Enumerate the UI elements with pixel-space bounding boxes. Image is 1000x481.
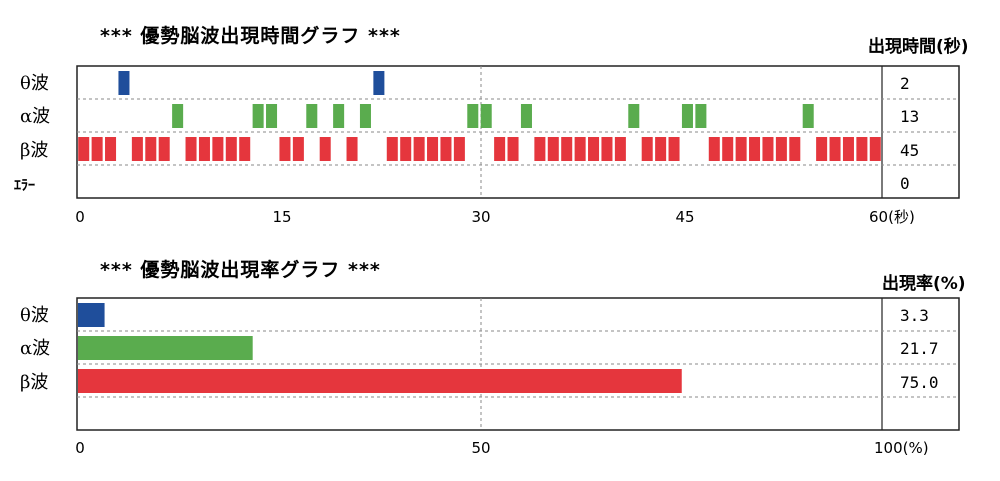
rate-chart-title: *** 優勢脳波出現率グラフ *** — [100, 258, 381, 281]
time-tick: 60(秒) — [869, 208, 915, 226]
time-bar-beta — [427, 137, 439, 161]
time-bar-alpha — [252, 104, 264, 128]
time-bar-beta — [319, 137, 331, 161]
rate-row-label-beta: β波 — [20, 372, 48, 393]
rate-bar-alpha — [78, 336, 253, 360]
time-bar-alpha — [628, 104, 640, 128]
time-row-label-alpha: α波 — [20, 106, 50, 127]
time-bar-beta — [386, 137, 398, 161]
rate-value-alpha: 21.7 — [900, 339, 939, 358]
time-bar-beta — [440, 137, 452, 161]
time-bar-beta — [453, 137, 465, 161]
time-bar-beta — [749, 137, 761, 161]
time-bar-beta — [105, 137, 117, 161]
time-bar-beta — [158, 137, 170, 161]
time-bar-beta — [829, 137, 841, 161]
rate-bar-theta — [78, 303, 105, 327]
time-bar-alpha — [480, 104, 492, 128]
time-bar-beta — [534, 137, 546, 161]
time-bar-beta — [346, 137, 358, 161]
rate-bars — [78, 303, 682, 393]
time-bar-beta — [225, 137, 237, 161]
time-chart-title: *** 優勢脳波出現時間グラフ *** — [100, 24, 401, 47]
time-bar-beta — [614, 137, 626, 161]
rate-tick: 0 — [75, 439, 85, 457]
time-bar-beta — [641, 137, 653, 161]
time-bar-beta — [856, 137, 868, 161]
time-bar-beta — [494, 137, 506, 161]
time-bar-beta — [601, 137, 613, 161]
rate-value-theta: 3.3 — [900, 306, 929, 325]
time-row-label-theta: θ波 — [20, 73, 49, 94]
time-chart: *** 優勢脳波出現時間グラフ *** 出現時間(秒) θ波 α波 β波 ｴﾗｰ… — [14, 24, 969, 226]
rate-tick: 50 — [471, 439, 490, 457]
time-bar-alpha — [802, 104, 814, 128]
time-bar-beta — [789, 137, 801, 161]
time-bar-beta — [708, 137, 720, 161]
time-bar-alpha — [266, 104, 278, 128]
time-bar-beta — [239, 137, 251, 161]
time-bar-beta — [588, 137, 600, 161]
rate-chart: *** 優勢脳波出現率グラフ *** 出現率(%) θ波 α波 β波 3.3 2… — [20, 258, 966, 457]
time-tick: 45 — [675, 208, 694, 226]
time-bar-theta — [118, 71, 130, 95]
time-bar-beta — [735, 137, 747, 161]
time-bar-beta — [561, 137, 573, 161]
time-bar-beta — [279, 137, 291, 161]
time-bar-alpha — [695, 104, 707, 128]
time-bar-beta — [292, 137, 304, 161]
time-bar-alpha — [520, 104, 532, 128]
time-row-label-beta: β波 — [20, 140, 48, 161]
time-bar-beta — [655, 137, 667, 161]
time-tick: 0 — [75, 208, 85, 226]
time-bar-alpha — [333, 104, 345, 128]
time-bar-beta — [842, 137, 854, 161]
time-bar-beta — [574, 137, 586, 161]
time-bar-beta — [413, 137, 425, 161]
time-bar-beta — [762, 137, 774, 161]
time-bar-beta — [869, 137, 881, 161]
time-value-header: 出現時間(秒) — [868, 36, 969, 57]
time-bar-alpha — [359, 104, 371, 128]
time-bar-beta — [198, 137, 210, 161]
time-tick: 30 — [471, 208, 490, 226]
rate-tick: 100(%) — [874, 439, 929, 457]
rate-row-label-alpha: α波 — [20, 338, 50, 359]
time-bar-beta — [145, 137, 157, 161]
time-bar-beta — [400, 137, 412, 161]
rate-value-header: 出現率(%) — [882, 273, 966, 294]
time-bar-theta — [373, 71, 385, 95]
rate-row-label-theta: θ波 — [20, 305, 49, 326]
time-row-label-error: ｴﾗｰ — [14, 178, 35, 194]
time-bars — [78, 71, 881, 161]
time-bar-beta — [547, 137, 559, 161]
time-bar-beta — [775, 137, 787, 161]
time-bar-beta — [816, 137, 828, 161]
time-bar-beta — [78, 137, 90, 161]
time-bar-beta — [722, 137, 734, 161]
time-value-error: 0 — [900, 174, 910, 193]
time-bar-alpha — [306, 104, 318, 128]
time-value-alpha: 13 — [900, 107, 919, 126]
rate-value-beta: 75.0 — [900, 373, 939, 392]
time-bar-beta — [507, 137, 519, 161]
time-bar-alpha — [172, 104, 184, 128]
time-bar-alpha — [467, 104, 479, 128]
time-value-theta: 2 — [900, 74, 910, 93]
time-bar-beta — [131, 137, 143, 161]
time-bar-beta — [668, 137, 680, 161]
time-tick: 15 — [272, 208, 291, 226]
time-bar-beta — [185, 137, 197, 161]
time-bar-beta — [91, 137, 103, 161]
time-value-beta: 45 — [900, 141, 919, 160]
rate-bar-beta — [78, 369, 682, 393]
time-bar-beta — [212, 137, 224, 161]
time-bar-alpha — [681, 104, 693, 128]
